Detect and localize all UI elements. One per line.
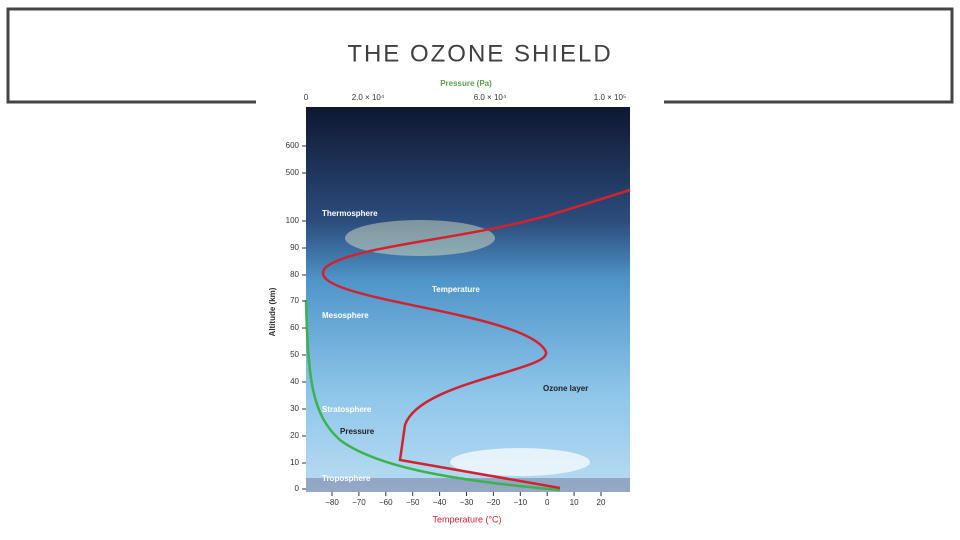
altitude-tick-label: 80 xyxy=(290,270,299,279)
altitude-tick-label: 60 xyxy=(290,323,299,332)
temperature-tick-label: −70 xyxy=(352,498,366,507)
altitude-tick-label: 40 xyxy=(290,377,299,386)
altitude-tick-label: 30 xyxy=(290,404,299,413)
pressure-tick-label: 6.0 × 10⁴ xyxy=(474,93,507,102)
pressure-tick-label: 0 xyxy=(304,93,309,102)
pressure-axis-title: Pressure (Pa) xyxy=(440,79,492,88)
altitude-tick-label: 50 xyxy=(290,350,299,359)
temperature-tick-label: −50 xyxy=(406,498,420,507)
temperature-tick-label: −30 xyxy=(460,498,474,507)
altitude-tick-label: 600 xyxy=(286,141,300,150)
temperature-tick-label: −80 xyxy=(325,498,339,507)
plot-area xyxy=(306,107,630,492)
altitude-tick-label: 20 xyxy=(290,431,299,440)
temperature-tick-label: 10 xyxy=(570,498,579,507)
altitude-tick-label: 70 xyxy=(290,296,299,305)
temperature-tick-label: −20 xyxy=(487,498,501,507)
temperature-tick-label: 0 xyxy=(545,498,550,507)
ozone-label: Ozone layer xyxy=(543,384,588,393)
aurora xyxy=(345,220,495,256)
altitude-tick-label: 10 xyxy=(290,458,299,467)
cloud xyxy=(450,448,590,476)
temperature-tick-label: −40 xyxy=(433,498,447,507)
pressure-tick-label: 1.0 × 10⁵ xyxy=(594,93,626,102)
curve-label: Pressure xyxy=(340,427,375,436)
slide-title: THE OZONE SHIELD xyxy=(347,40,612,67)
temperature-curve xyxy=(321,188,631,490)
layer-label: Troposphere xyxy=(322,474,371,483)
altitude-tick-label: 500 xyxy=(286,168,300,177)
pressure-tick-label: 2.0 × 10⁴ xyxy=(352,93,385,102)
temperature-tick-label: −60 xyxy=(379,498,393,507)
altitude-tick-label: 0 xyxy=(295,484,300,493)
layer-label: Mesosphere xyxy=(322,311,369,320)
pressure-curve xyxy=(304,299,561,492)
layer-label: Thermosphere xyxy=(322,209,378,218)
temperature-tick-label: 20 xyxy=(597,498,606,507)
layer-label: Stratosphere xyxy=(322,405,372,414)
altitude-axis-title: Altitude (km) xyxy=(268,287,277,336)
curve-label: Temperature xyxy=(432,285,480,294)
altitude-tick-label: 90 xyxy=(290,243,299,252)
altitude-tick-label: 100 xyxy=(286,216,300,225)
temperature-tick-label: −10 xyxy=(514,498,528,507)
temperature-axis-title: Temperature (°C) xyxy=(432,514,501,524)
